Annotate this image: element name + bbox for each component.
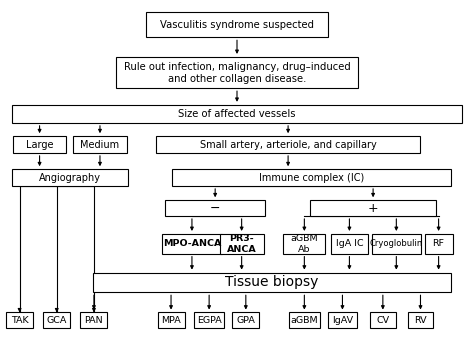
Text: Medium: Medium [81, 140, 119, 150]
Text: GCA: GCA [46, 316, 67, 325]
Bar [157, 312, 184, 328]
Bar [372, 234, 421, 254]
Text: aGBM
Ab: aGBM Ab [291, 234, 318, 254]
Text: EGPA: EGPA [197, 316, 221, 325]
Text: RV: RV [414, 316, 427, 325]
Text: +: + [368, 202, 378, 215]
Bar [310, 200, 436, 216]
Bar [219, 234, 264, 254]
Text: IgA IC: IgA IC [336, 239, 363, 248]
Text: −: − [210, 202, 220, 215]
Bar [172, 170, 451, 186]
Bar [116, 57, 358, 88]
Text: RF: RF [433, 239, 445, 248]
Bar [162, 234, 222, 254]
Text: Small artery, arteriole, and capillary: Small artery, arteriole, and capillary [200, 140, 376, 150]
Text: PAN: PAN [85, 316, 103, 325]
Text: PR3-
ANCA: PR3- ANCA [227, 234, 256, 254]
Bar [73, 136, 127, 153]
Bar [146, 12, 328, 37]
Bar [328, 312, 357, 328]
Text: aGBM: aGBM [291, 316, 318, 325]
Bar [289, 312, 320, 328]
Bar [425, 234, 453, 254]
Bar [13, 136, 66, 153]
Bar [155, 136, 420, 153]
Bar [43, 312, 70, 328]
Bar [408, 312, 433, 328]
Text: Tissue biopsy: Tissue biopsy [225, 275, 319, 289]
Text: MPO-ANCA: MPO-ANCA [163, 239, 221, 248]
Bar [283, 234, 325, 254]
Text: MPA: MPA [161, 316, 181, 325]
Bar [12, 170, 128, 186]
Text: Large: Large [26, 140, 54, 150]
Text: IgAV: IgAV [332, 316, 353, 325]
Bar [93, 273, 451, 292]
Bar [194, 312, 224, 328]
Bar [6, 312, 33, 328]
Text: CV: CV [376, 316, 390, 325]
Bar [331, 234, 368, 254]
Bar [232, 312, 259, 328]
Text: Cryoglobulin: Cryoglobulin [370, 239, 423, 248]
Text: Angiography: Angiography [39, 173, 101, 183]
Bar [81, 312, 108, 328]
Bar [370, 312, 396, 328]
Text: GPA: GPA [237, 316, 255, 325]
Bar [165, 200, 265, 216]
Text: TAK: TAK [11, 316, 28, 325]
Text: Rule out infection, malignancy, drug–induced
and other collagen disease.: Rule out infection, malignancy, drug–ind… [124, 62, 350, 84]
Text: Immune complex (IC): Immune complex (IC) [259, 173, 364, 183]
Text: Vasculitis syndrome suspected: Vasculitis syndrome suspected [160, 20, 314, 30]
Bar [12, 105, 462, 123]
Text: Size of affected vessels: Size of affected vessels [178, 109, 296, 119]
